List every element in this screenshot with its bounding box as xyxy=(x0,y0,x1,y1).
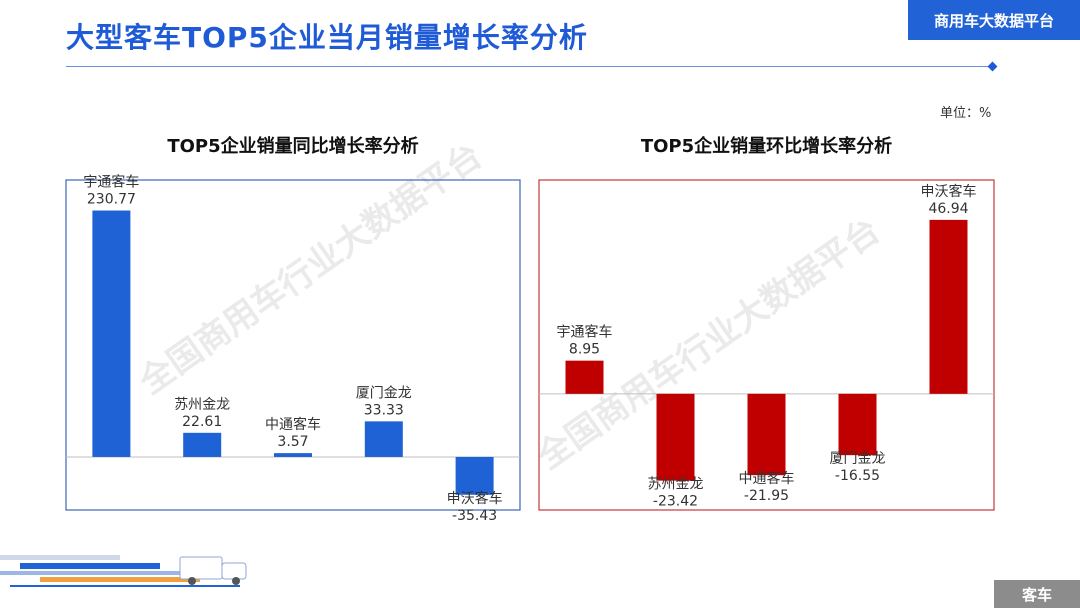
category-label: 宇通客车 xyxy=(557,324,613,341)
bar xyxy=(364,421,403,457)
category-label: 中通客车 xyxy=(265,416,321,433)
bar xyxy=(929,219,968,394)
category-label: 厦门金龙 xyxy=(830,451,886,467)
bar xyxy=(183,432,222,457)
bar xyxy=(455,456,494,495)
category-label: 宇通客车 xyxy=(83,174,139,191)
truck-icon xyxy=(179,556,247,585)
chart-frame-mom xyxy=(538,179,995,511)
category-label: 申沃客车 xyxy=(921,183,977,200)
category-label: 苏州金龙 xyxy=(648,477,704,493)
data-label: -23.42 xyxy=(653,494,698,510)
category-label: 苏州金龙 xyxy=(174,397,230,413)
bar xyxy=(92,210,131,457)
bar xyxy=(565,360,604,394)
data-label: 33.33 xyxy=(364,402,404,418)
category-label: 中通客车 xyxy=(739,470,795,487)
chart-title-mom: TOP5企业销量环比增长率分析 xyxy=(640,136,893,157)
chart-title-yoy: TOP5企业销量同比增长率分析 xyxy=(167,136,419,157)
bar xyxy=(747,393,786,476)
category-tag: 客车 xyxy=(994,580,1080,608)
data-label: -21.95 xyxy=(744,488,789,504)
chart-frame-yoy xyxy=(65,179,521,511)
watermark-text: 全国商用车行业大数据平台 xyxy=(131,136,489,403)
data-label: -35.43 xyxy=(452,508,497,524)
data-label: 22.61 xyxy=(182,414,222,430)
brand-badge: 商用车大数据平台 xyxy=(908,0,1080,40)
footer-graphic xyxy=(0,555,247,587)
category-label: 申沃客车 xyxy=(447,490,503,507)
speed-streak-lines xyxy=(0,555,240,587)
bar xyxy=(274,453,312,457)
data-label: 8.95 xyxy=(569,342,600,358)
bar xyxy=(838,393,877,456)
data-label: 3.57 xyxy=(277,434,308,450)
category-label: 厦门金龙 xyxy=(356,385,412,401)
watermark-left: 全国商用车行业大数据平台 xyxy=(131,136,489,403)
bar xyxy=(656,393,695,481)
data-label: 46.94 xyxy=(928,201,968,217)
unit-label: 单位：% xyxy=(940,106,992,121)
data-label: 230.77 xyxy=(87,192,136,208)
page-title: 大型客车TOP5企业当月销量增长率分析 xyxy=(66,21,588,54)
data-label: -16.55 xyxy=(835,468,880,484)
title-divider xyxy=(66,66,992,67)
